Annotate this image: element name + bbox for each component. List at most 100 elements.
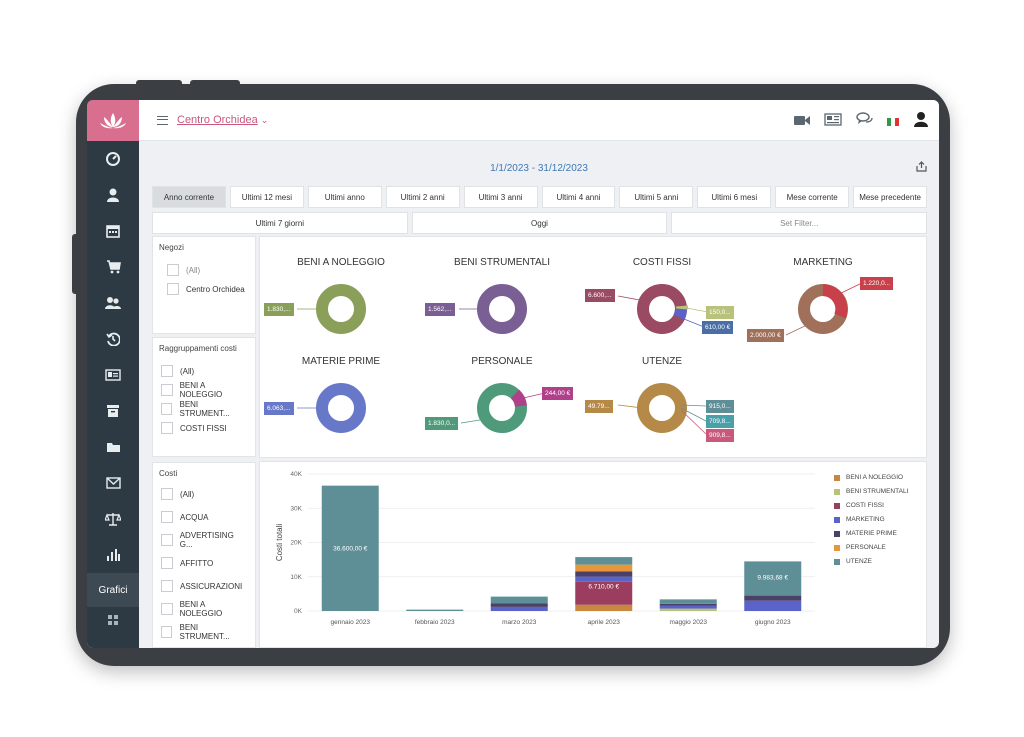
archive-icon[interactable] bbox=[87, 393, 139, 429]
user-icon[interactable] bbox=[87, 177, 139, 213]
checkbox[interactable] bbox=[161, 384, 173, 396]
checkbox-item[interactable]: (All) bbox=[161, 364, 247, 378]
legend-item[interactable]: MARKETING bbox=[834, 516, 908, 523]
filter-ultimi-3-anni[interactable]: Ultimi 3 anni bbox=[463, 186, 538, 208]
italy-flag-icon[interactable] bbox=[887, 113, 899, 131]
history-icon[interactable] bbox=[87, 321, 139, 357]
bar-segment[interactable] bbox=[575, 564, 633, 572]
checkbox-item[interactable]: ACQUA bbox=[161, 510, 247, 524]
apps-grid-icon[interactable] bbox=[87, 602, 139, 638]
calendar-icon[interactable] bbox=[87, 213, 139, 249]
users-icon[interactable] bbox=[87, 285, 139, 321]
checkbox[interactable] bbox=[161, 365, 173, 377]
checkbox-item[interactable]: (All) bbox=[161, 487, 247, 501]
checkbox[interactable] bbox=[161, 580, 173, 592]
chart-bars-icon[interactable] bbox=[87, 537, 139, 573]
set-filter-input[interactable]: Set Filter... bbox=[671, 212, 928, 234]
video-camera-icon[interactable] bbox=[794, 113, 810, 131]
filter-oggi[interactable]: Oggi bbox=[411, 212, 668, 234]
bar-segment[interactable] bbox=[744, 600, 802, 611]
checkbox[interactable] bbox=[161, 403, 173, 415]
filter-mese-corrente[interactable]: Mese corrente bbox=[775, 186, 850, 208]
filter-ultimi-anno[interactable]: Ultimi anno bbox=[307, 186, 382, 208]
checkbox[interactable] bbox=[161, 603, 173, 615]
sidebar-item-grafici[interactable]: Grafici bbox=[87, 573, 139, 607]
bar-segment[interactable] bbox=[744, 595, 802, 601]
balance-icon[interactable] bbox=[87, 501, 139, 537]
filter-mese-precedente[interactable]: Mese precedente bbox=[853, 186, 928, 208]
filter-ultimi-7-giorni[interactable]: Ultimi 7 giorni bbox=[152, 212, 408, 234]
checkbox-item[interactable]: ASSICURAZIONI bbox=[161, 579, 247, 593]
bar-segment[interactable] bbox=[659, 599, 717, 604]
bar-segment[interactable] bbox=[321, 485, 379, 611]
legend-swatch bbox=[834, 544, 840, 551]
bar-segment[interactable] bbox=[575, 571, 633, 577]
checkbox-item[interactable]: Centro Orchidea bbox=[167, 282, 247, 296]
bar-segment[interactable] bbox=[659, 605, 717, 609]
legend-item[interactable]: COSTI FISSI bbox=[834, 502, 908, 509]
bar-segment[interactable] bbox=[744, 561, 802, 596]
folder-icon[interactable] bbox=[87, 429, 139, 465]
chevron-down-icon[interactable]: ⌄ bbox=[260, 114, 269, 125]
donut-utenze[interactable] bbox=[637, 383, 687, 433]
legend-item[interactable]: PERSONALE bbox=[834, 544, 908, 551]
profile-icon[interactable] bbox=[913, 111, 929, 132]
filter-ultimi-12-mesi[interactable]: Ultimi 12 mesi bbox=[229, 186, 304, 208]
checkbox[interactable] bbox=[167, 283, 179, 295]
filter-ultimi-2-anni[interactable]: Ultimi 2 anni bbox=[385, 186, 460, 208]
donut-beni-noleggio[interactable] bbox=[316, 284, 366, 334]
legend-item[interactable]: UTENZE bbox=[834, 558, 908, 565]
donut-title: MATERIE PRIME bbox=[301, 356, 381, 367]
filter-ultimi-4-anni[interactable]: Ultimi 4 anni bbox=[541, 186, 616, 208]
data-label: 2.000,00 € bbox=[747, 329, 784, 342]
bar-segment[interactable] bbox=[490, 606, 548, 611]
checkbox[interactable] bbox=[161, 534, 173, 546]
bar-segment[interactable] bbox=[659, 608, 717, 611]
bar-segment[interactable] bbox=[406, 609, 464, 611]
checkbox-item[interactable]: ADVERTISING G... bbox=[161, 531, 247, 549]
checkbox[interactable] bbox=[161, 488, 173, 500]
legend-item[interactable]: BENI STRUMENTALI bbox=[834, 488, 908, 495]
bar-segment[interactable] bbox=[575, 604, 633, 611]
y-tick-label: 20K bbox=[290, 540, 302, 547]
bar-segment[interactable] bbox=[575, 576, 633, 582]
donut-title: BENI STRUMENTALI bbox=[454, 257, 550, 268]
share-icon[interactable] bbox=[916, 161, 927, 175]
checkbox-item[interactable]: BENI STRUMENT... bbox=[161, 400, 247, 418]
date-range[interactable]: 1/1/2023 - 31/12/2023 bbox=[490, 163, 588, 174]
checkbox-item[interactable]: (All) bbox=[167, 263, 247, 277]
checkbox[interactable] bbox=[161, 422, 173, 434]
legend-item[interactable]: MATERIE PRIME bbox=[834, 530, 908, 537]
bar-segment[interactable] bbox=[490, 603, 548, 607]
donut-materie-prime[interactable] bbox=[316, 383, 366, 433]
bar-segment[interactable] bbox=[575, 581, 633, 605]
legend-item[interactable]: BENI A NOLEGGIO bbox=[834, 474, 908, 481]
hamburger-menu-icon[interactable] bbox=[157, 115, 168, 125]
checkbox-item[interactable]: BENI A NOLEGGIO bbox=[161, 600, 247, 618]
donut-personale[interactable] bbox=[477, 383, 527, 433]
bar-segment[interactable] bbox=[575, 557, 633, 565]
filter-ultimi-6-mesi[interactable]: Ultimi 6 mesi bbox=[697, 186, 772, 208]
checkbox[interactable] bbox=[161, 626, 173, 638]
checkbox-item[interactable]: AFFITTO bbox=[161, 556, 247, 570]
id-card-icon[interactable] bbox=[87, 357, 139, 393]
checkbox-item[interactable]: BENI A NOLEGGIO bbox=[161, 381, 247, 399]
checkbox-item[interactable]: BENI STRUMENT... bbox=[161, 623, 247, 641]
bar-segment[interactable] bbox=[659, 603, 717, 606]
dashboard-icon[interactable] bbox=[87, 141, 139, 177]
news-icon[interactable] bbox=[824, 112, 842, 131]
mail-icon[interactable] bbox=[87, 465, 139, 501]
checkbox[interactable] bbox=[161, 557, 173, 569]
bar-segment[interactable] bbox=[490, 596, 548, 604]
donut-beni-strumentali[interactable] bbox=[477, 284, 527, 334]
cart-icon[interactable] bbox=[87, 249, 139, 285]
filter-ultimi-5-anni[interactable]: Ultimi 5 anni bbox=[619, 186, 694, 208]
chat-icon[interactable] bbox=[856, 112, 873, 131]
checkbox-item[interactable]: COSTI FISSI bbox=[161, 421, 247, 435]
filter-anno-corrente[interactable]: Anno corrente bbox=[152, 186, 226, 208]
lotus-logo[interactable] bbox=[87, 100, 139, 141]
donut-title: BENI A NOLEGGIO bbox=[297, 257, 385, 268]
store-selector[interactable]: Centro Orchidea bbox=[177, 114, 258, 126]
checkbox[interactable] bbox=[167, 264, 179, 276]
checkbox[interactable] bbox=[161, 511, 173, 523]
